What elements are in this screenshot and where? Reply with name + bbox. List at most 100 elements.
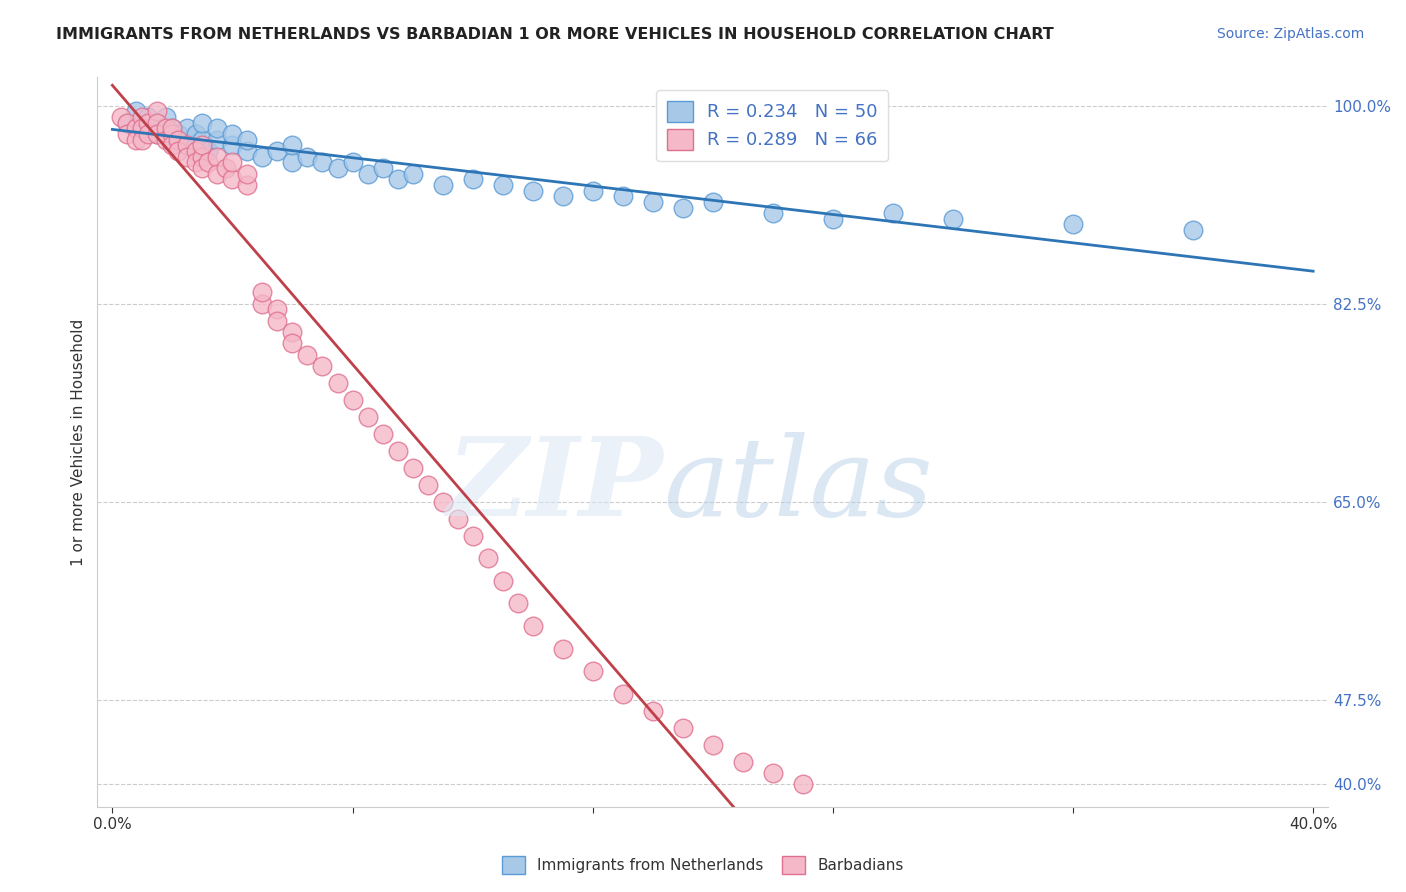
Point [221, 172, 243, 186]
Point [207, 133, 229, 147]
Point [125, 104, 148, 119]
Point [311, 359, 333, 373]
Point [326, 161, 349, 175]
Point [266, 313, 288, 327]
Point [162, 121, 184, 136]
Point [416, 477, 439, 491]
Point [167, 127, 190, 141]
Point [762, 206, 785, 220]
Point [155, 121, 177, 136]
Point [146, 116, 169, 130]
Point [821, 211, 844, 226]
Point [146, 127, 169, 141]
Point [281, 336, 304, 351]
Point [672, 721, 695, 735]
Point [191, 116, 214, 130]
Point [942, 211, 965, 226]
Point [155, 133, 177, 147]
Point [191, 150, 214, 164]
Point [762, 766, 785, 780]
Point [131, 121, 153, 136]
Point [221, 127, 243, 141]
Point [197, 155, 219, 169]
Point [162, 121, 184, 136]
Point [702, 738, 724, 752]
Point [326, 376, 349, 390]
Point [146, 104, 169, 119]
Point [266, 144, 288, 158]
Point [672, 201, 695, 215]
Point [176, 121, 198, 136]
Text: Source: ZipAtlas.com: Source: ZipAtlas.com [1216, 27, 1364, 41]
Point [387, 443, 409, 458]
Legend: R = 0.234   N = 50, R = 0.289   N = 66: R = 0.234 N = 50, R = 0.289 N = 66 [657, 90, 889, 161]
Point [1062, 218, 1084, 232]
Point [125, 133, 148, 147]
Point [138, 110, 160, 124]
Point [146, 116, 169, 130]
Point [731, 755, 754, 769]
Point [186, 155, 208, 169]
Point [186, 127, 208, 141]
Point [162, 138, 184, 153]
Point [131, 110, 153, 124]
Legend: Immigrants from Netherlands, Barbadians: Immigrants from Netherlands, Barbadians [496, 850, 910, 880]
Point [167, 133, 190, 147]
Point [371, 161, 394, 175]
Point [221, 138, 243, 153]
Point [297, 150, 319, 164]
Text: atlas: atlas [664, 433, 934, 540]
Point [167, 144, 190, 158]
Point [461, 172, 484, 186]
Point [342, 155, 364, 169]
Point [138, 127, 160, 141]
Point [176, 138, 198, 153]
Point [641, 194, 664, 209]
Point [446, 511, 468, 525]
Point [641, 704, 664, 718]
Point [281, 155, 304, 169]
Point [387, 172, 409, 186]
Point [401, 460, 423, 475]
Point [281, 325, 304, 339]
Point [432, 494, 454, 508]
Point [207, 121, 229, 136]
Point [207, 150, 229, 164]
Point [1182, 223, 1205, 237]
Point [432, 178, 454, 192]
Point [236, 133, 259, 147]
Point [131, 133, 153, 147]
Point [186, 144, 208, 158]
Y-axis label: 1 or more Vehicles in Household: 1 or more Vehicles in Household [72, 318, 86, 566]
Point [125, 121, 148, 136]
Point [342, 392, 364, 407]
Point [356, 409, 378, 424]
Point [191, 161, 214, 175]
Point [491, 574, 513, 588]
Point [110, 110, 132, 124]
Point [221, 155, 243, 169]
Point [176, 150, 198, 164]
Point [197, 144, 219, 158]
Point [461, 528, 484, 542]
Point [252, 150, 274, 164]
Text: IMMIGRANTS FROM NETHERLANDS VS BARBADIAN 1 OR MORE VEHICLES IN HOUSEHOLD CORRELA: IMMIGRANTS FROM NETHERLANDS VS BARBADIAN… [56, 27, 1054, 42]
Point [371, 426, 394, 441]
Point [612, 687, 634, 701]
Point [191, 138, 214, 153]
Point [236, 178, 259, 192]
Point [236, 144, 259, 158]
Point [146, 127, 169, 141]
Point [297, 347, 319, 361]
Point [155, 110, 177, 124]
Point [236, 167, 259, 181]
Point [252, 296, 274, 310]
Point [582, 184, 605, 198]
Point [176, 138, 198, 153]
Point [477, 551, 499, 566]
Point [882, 206, 904, 220]
Point [792, 777, 814, 791]
Point [117, 127, 139, 141]
Point [522, 619, 544, 633]
Point [191, 133, 214, 147]
